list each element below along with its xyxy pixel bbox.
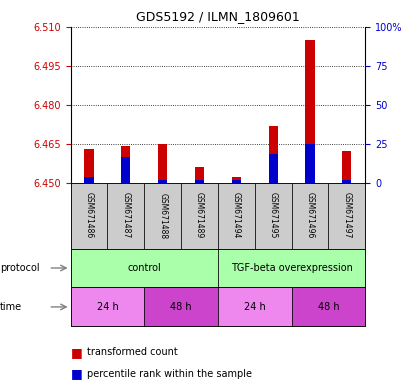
Bar xyxy=(269,154,278,183)
Text: GSM671497: GSM671497 xyxy=(342,192,351,239)
Bar xyxy=(144,288,218,326)
Text: transformed count: transformed count xyxy=(87,347,178,358)
Bar xyxy=(195,167,204,183)
Bar xyxy=(255,183,291,248)
Text: GSM671494: GSM671494 xyxy=(232,192,241,239)
Text: GSM671496: GSM671496 xyxy=(305,192,315,239)
Text: 48 h: 48 h xyxy=(317,302,339,312)
Bar xyxy=(158,180,167,183)
Text: time: time xyxy=(0,302,22,312)
Bar xyxy=(158,144,167,183)
Bar xyxy=(269,126,278,183)
Bar xyxy=(121,157,130,183)
Bar xyxy=(71,248,218,288)
Text: 48 h: 48 h xyxy=(170,302,192,312)
Text: GSM671487: GSM671487 xyxy=(121,192,130,239)
Bar xyxy=(342,151,352,183)
Bar xyxy=(291,288,365,326)
Text: TGF-beta overexpression: TGF-beta overexpression xyxy=(231,263,352,273)
Bar xyxy=(84,177,93,183)
Bar xyxy=(342,180,352,183)
Bar xyxy=(107,183,144,248)
Text: GSM671489: GSM671489 xyxy=(195,192,204,239)
Text: protocol: protocol xyxy=(0,263,39,273)
Bar xyxy=(232,180,241,183)
Text: control: control xyxy=(127,263,161,273)
Bar xyxy=(218,288,291,326)
Text: 24 h: 24 h xyxy=(97,302,118,312)
Title: GDS5192 / ILMN_1809601: GDS5192 / ILMN_1809601 xyxy=(136,10,300,23)
Bar xyxy=(305,40,315,183)
Bar xyxy=(121,146,130,183)
Bar xyxy=(84,149,93,183)
Text: GSM671486: GSM671486 xyxy=(85,192,93,239)
Bar xyxy=(71,183,107,248)
Text: GSM671495: GSM671495 xyxy=(269,192,278,239)
Bar xyxy=(71,288,144,326)
Bar xyxy=(218,183,255,248)
Bar xyxy=(195,180,204,183)
Text: GSM671488: GSM671488 xyxy=(158,192,167,238)
Bar xyxy=(181,183,218,248)
Text: 24 h: 24 h xyxy=(244,302,266,312)
Bar xyxy=(218,248,365,288)
Text: ■: ■ xyxy=(71,367,82,380)
Bar xyxy=(144,183,181,248)
Bar xyxy=(232,177,241,183)
Bar xyxy=(291,183,328,248)
Text: percentile rank within the sample: percentile rank within the sample xyxy=(87,369,252,379)
Text: ■: ■ xyxy=(71,346,82,359)
Bar xyxy=(328,183,365,248)
Bar xyxy=(305,144,315,183)
